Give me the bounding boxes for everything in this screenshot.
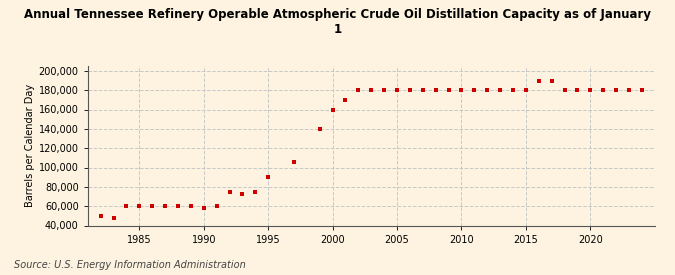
Point	[263, 175, 273, 179]
Point	[186, 204, 196, 208]
Point	[533, 78, 544, 83]
Point	[224, 189, 235, 194]
Point	[95, 214, 106, 218]
Text: Annual Tennessee Refinery Operable Atmospheric Crude Oil Distillation Capacity a: Annual Tennessee Refinery Operable Atmos…	[24, 8, 651, 36]
Point	[237, 191, 248, 196]
Point	[559, 88, 570, 92]
Point	[456, 88, 467, 92]
Point	[598, 88, 609, 92]
Point	[392, 88, 402, 92]
Point	[482, 88, 493, 92]
Point	[134, 204, 144, 208]
Point	[404, 88, 415, 92]
Text: Source: U.S. Energy Information Administration: Source: U.S. Energy Information Administ…	[14, 260, 245, 270]
Point	[637, 88, 647, 92]
Point	[430, 88, 441, 92]
Y-axis label: Barrels per Calendar Day: Barrels per Calendar Day	[24, 84, 34, 207]
Point	[366, 88, 377, 92]
Point	[546, 78, 557, 83]
Point	[198, 206, 209, 210]
Point	[327, 107, 338, 112]
Point	[121, 204, 132, 208]
Point	[585, 88, 596, 92]
Point	[173, 204, 184, 208]
Point	[417, 88, 428, 92]
Point	[211, 204, 222, 208]
Point	[250, 189, 261, 194]
Point	[315, 126, 325, 131]
Point	[146, 204, 157, 208]
Point	[495, 88, 506, 92]
Point	[624, 88, 634, 92]
Point	[353, 88, 364, 92]
Point	[611, 88, 622, 92]
Point	[520, 88, 531, 92]
Point	[443, 88, 454, 92]
Point	[572, 88, 583, 92]
Point	[469, 88, 480, 92]
Point	[379, 88, 389, 92]
Point	[108, 216, 119, 220]
Point	[340, 98, 351, 102]
Point	[160, 204, 171, 208]
Point	[508, 88, 518, 92]
Point	[288, 160, 299, 164]
